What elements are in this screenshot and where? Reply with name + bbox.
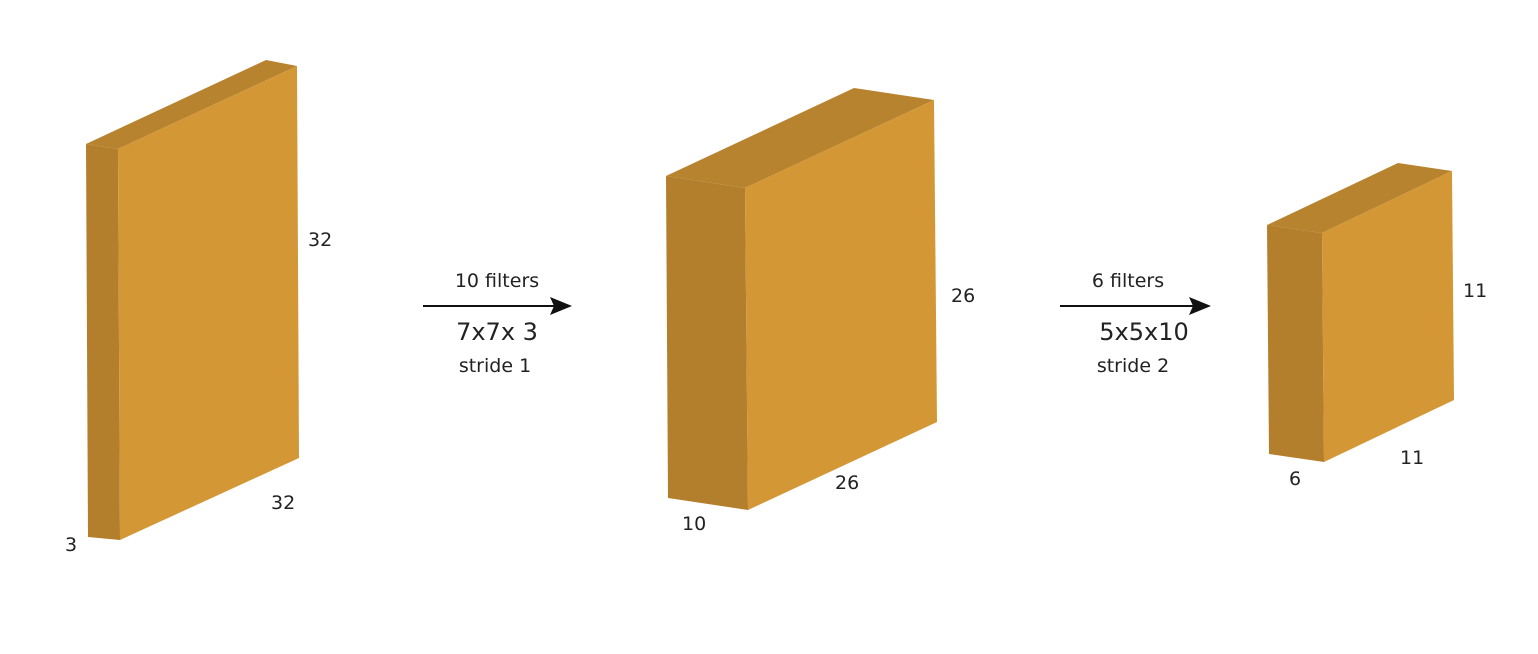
- conv2-volume-side-face: [1267, 225, 1324, 462]
- conv2-depth-label: 6: [1289, 468, 1302, 490]
- conv1-width-label: 26: [835, 472, 860, 494]
- conv1-stride-label: stride 1: [458, 355, 532, 377]
- conv2-volume-top-face: [1267, 163, 1452, 233]
- conv2-stride-label: stride 2: [1096, 355, 1170, 377]
- conv1-depth-label: 10: [682, 513, 707, 535]
- conv2-filters-label: 6 filters: [1091, 270, 1165, 292]
- conv1-volume-front-face: [745, 100, 937, 510]
- conv1-arrow: [423, 297, 572, 315]
- conv1-volume-top-face: [666, 88, 934, 188]
- input-volume-side-face: [86, 144, 120, 540]
- conv2-arrow: [1060, 297, 1211, 315]
- conv1-volume-side-face: [666, 176, 748, 510]
- conv1-kernel-label: 7x7x 3: [456, 318, 538, 346]
- conv2-width-label: 11: [1400, 447, 1425, 469]
- input-volume-top-face: [86, 60, 297, 149]
- input-width-label: 32: [271, 492, 296, 514]
- conv2-output-volume: [1267, 163, 1454, 462]
- conv2-volume-front-face: [1322, 171, 1454, 462]
- conv2-height-label: 11: [1463, 280, 1488, 302]
- conv1-filters-label: 10 filters: [454, 270, 540, 292]
- input-volume: [86, 60, 299, 540]
- input-height-label: 32: [308, 229, 333, 251]
- conv1-height-label: 26: [951, 285, 976, 307]
- conv1-output-volume: [666, 88, 937, 510]
- input-volume-front-face: [118, 66, 299, 540]
- input-depth-label: 3: [65, 534, 78, 556]
- conv2-kernel-label: 5x5x10: [1099, 318, 1189, 346]
